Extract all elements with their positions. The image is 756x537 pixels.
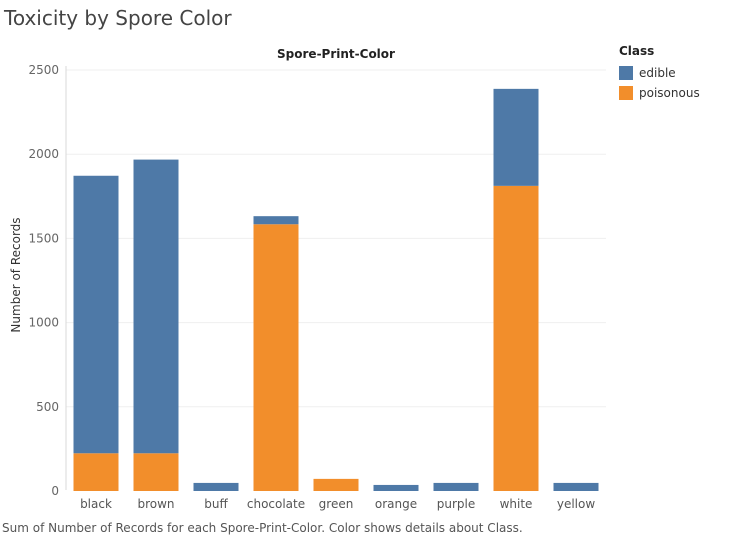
bar-edible-yellow[interactable] [553, 482, 599, 491]
bar-edible-orange[interactable] [373, 484, 419, 491]
bar-edible-buff[interactable] [193, 482, 239, 491]
x-tick-label-purple: purple [437, 497, 476, 511]
legend-swatch-poisonous [619, 86, 633, 100]
y-tick-label: 0 [51, 484, 59, 498]
bar-edible-purple[interactable] [433, 482, 479, 491]
legend-item-edible[interactable]: edible [619, 63, 700, 83]
legend-label-edible: edible [639, 66, 676, 80]
x-tick-label-orange: orange [375, 497, 417, 511]
bar-edible-black[interactable] [73, 175, 119, 454]
bar-poisonous-chocolate[interactable] [253, 224, 299, 491]
y-axis-label: Number of Records [9, 217, 23, 332]
legend: Class edible poisonous [619, 44, 700, 103]
bar-edible-chocolate[interactable] [253, 216, 299, 225]
x-tick-label-chocolate: chocolate [247, 497, 305, 511]
column-header: Spore-Print-Color [277, 47, 395, 61]
chart-caption: Sum of Number of Records for each Spore-… [2, 521, 523, 535]
x-tick-label-white: white [500, 497, 533, 511]
bars [73, 88, 599, 492]
x-tick-label-brown: brown [137, 497, 174, 511]
x-tick-label-black: black [80, 497, 112, 511]
bar-poisonous-white[interactable] [493, 185, 539, 492]
y-tick-label: 2500 [28, 63, 59, 77]
y-tick-label: 500 [36, 400, 59, 414]
y-tick-label: 2000 [28, 147, 59, 161]
bar-edible-white[interactable] [493, 88, 539, 186]
x-tick-label-green: green [319, 497, 354, 511]
x-tick-label-yellow: yellow [557, 497, 595, 511]
legend-label-poisonous: poisonous [639, 86, 700, 100]
chart-title: Toxicity by Spore Color [4, 6, 232, 30]
axes: 0 500 1000 1500 2000 2500 black brown buff chocol… [28, 63, 595, 511]
legend-title: Class [619, 44, 655, 58]
legend-swatch-edible [619, 66, 633, 80]
y-tick-label: 1000 [28, 316, 59, 330]
bar-poisonous-green[interactable] [313, 478, 359, 491]
y-tick-label: 1500 [28, 231, 59, 245]
bar-edible-brown[interactable] [133, 159, 179, 454]
legend-item-poisonous[interactable]: poisonous [619, 83, 700, 103]
bar-poisonous-black[interactable] [73, 453, 119, 491]
bar-poisonous-brown[interactable] [133, 453, 179, 491]
x-tick-label-buff: buff [204, 497, 228, 511]
